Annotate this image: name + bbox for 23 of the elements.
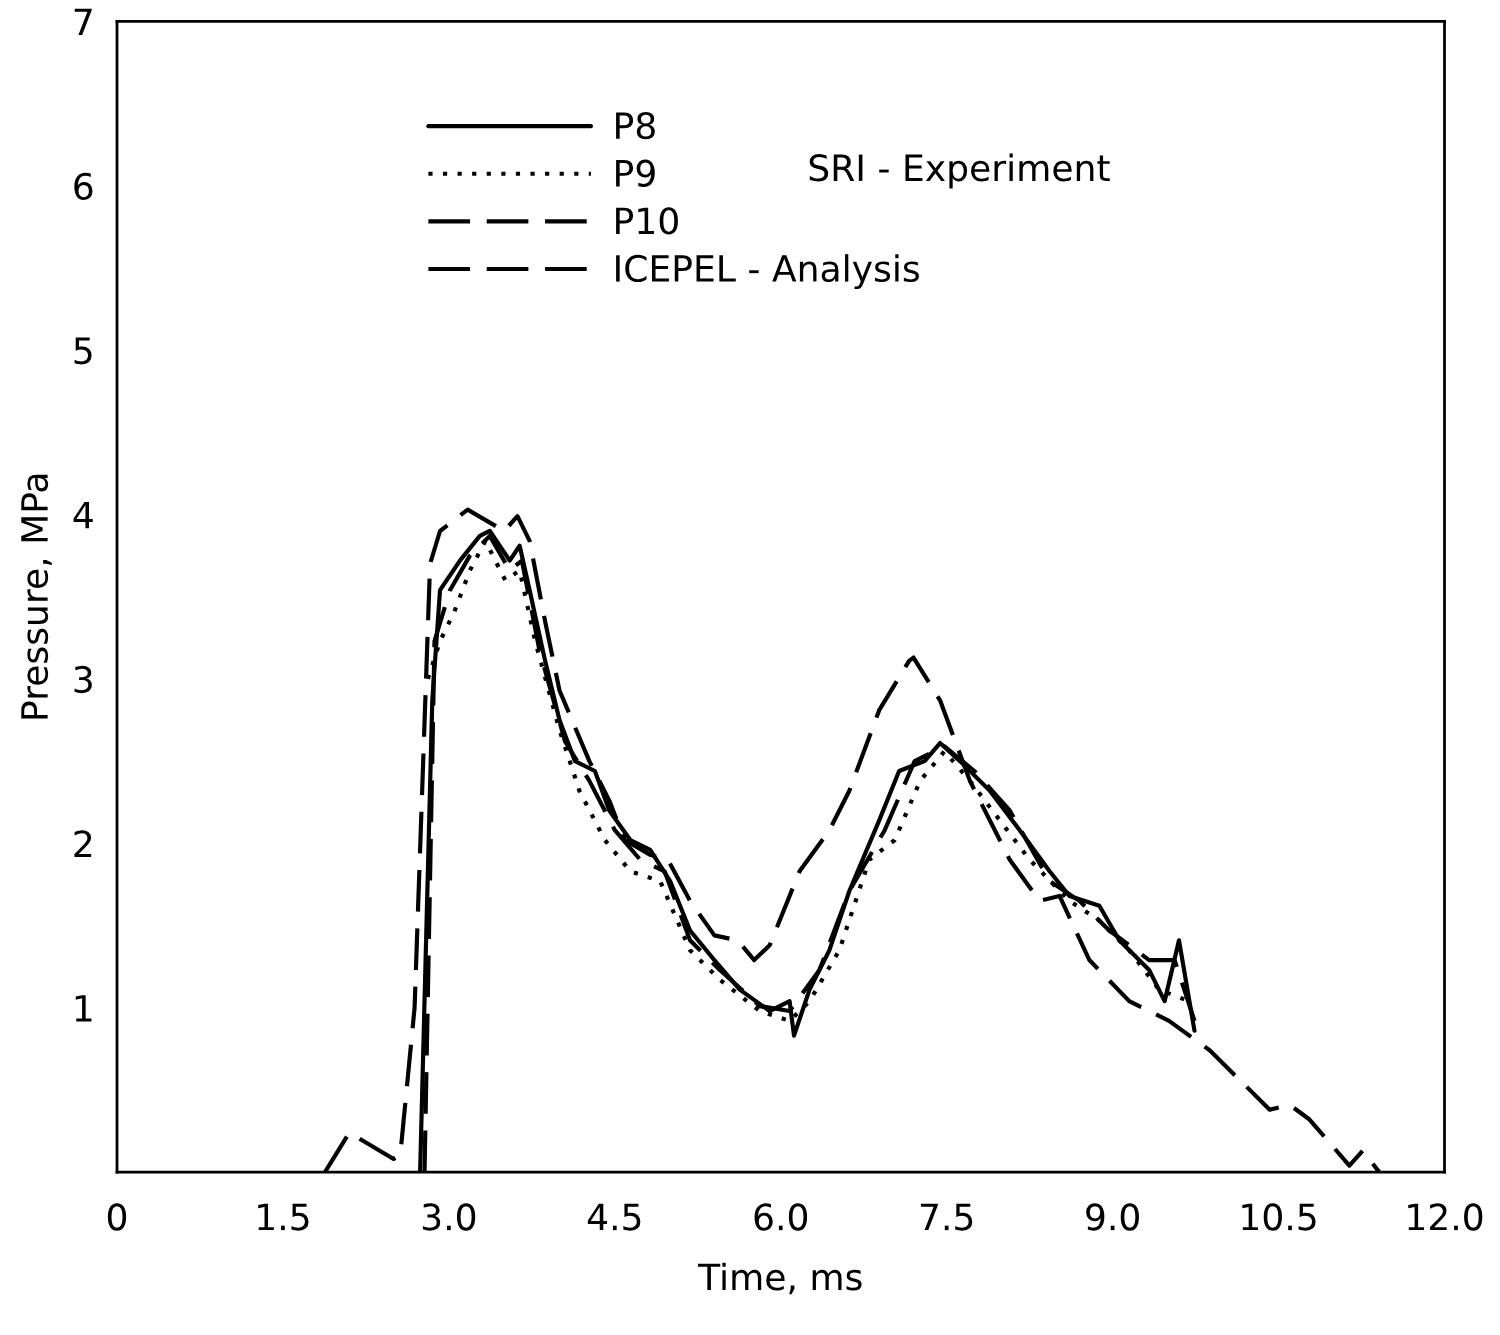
x-tick-label: 6.0 [754, 1203, 808, 1231]
x-tick-label: 3.0 [422, 1203, 476, 1231]
y-tick-label: 6 [74, 172, 93, 200]
y-tick-label: 2 [74, 830, 92, 858]
y-axis-title: Pressure, MPa [21, 474, 52, 719]
x-tick-label: 7.5 [920, 1203, 973, 1231]
y-tick-label: 4 [73, 501, 93, 529]
x-axis-title: Time, ms [698, 1262, 862, 1295]
annotation: SRI - Experiment [809, 153, 1110, 189]
y-tick-label: 5 [74, 337, 92, 365]
legend-label: ICEPEL - Analysis [616, 254, 919, 290]
x-tick-label: 4.5 [587, 1203, 641, 1231]
x-tick-label: 0 [107, 1203, 127, 1231]
x-tick-label: 12.0 [1408, 1203, 1483, 1231]
y-tick-label: 1 [75, 995, 92, 1022]
legend-label: P8 [616, 112, 655, 140]
x-tick-label: 10.5 [1242, 1203, 1316, 1231]
y-tick-label: 3 [74, 665, 92, 694]
legend-label: P9 [616, 159, 655, 187]
legend-label: P10 [616, 207, 678, 235]
x-tick-label: 1.5 [258, 1203, 309, 1231]
y-tick-label: 7 [74, 8, 92, 36]
x-tick-label: 9.0 [1086, 1203, 1139, 1231]
